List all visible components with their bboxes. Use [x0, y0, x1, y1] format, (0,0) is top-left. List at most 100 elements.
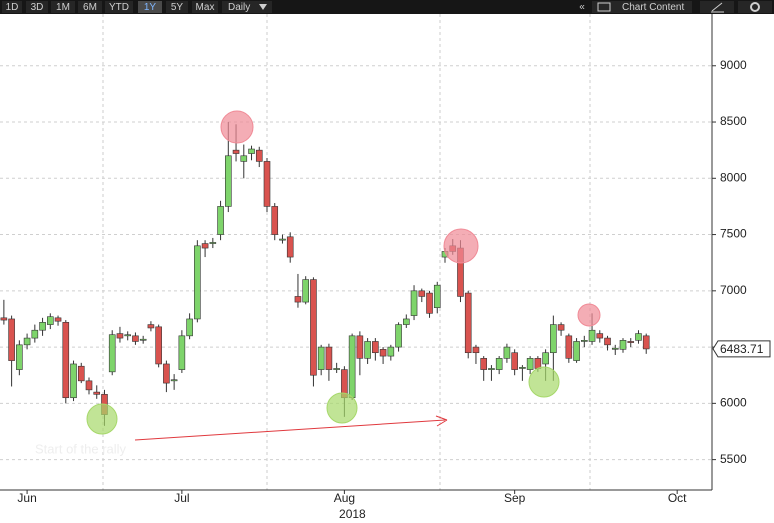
candle-body: [503, 346, 511, 359]
candle-body: [604, 337, 611, 346]
candle-body: [178, 335, 186, 370]
button-label[interactable]: 3D: [31, 2, 44, 13]
candle-body: [93, 391, 101, 395]
button-bg[interactable]: [138, 1, 162, 13]
candle-body: [108, 334, 116, 373]
button-bg[interactable]: [26, 1, 48, 13]
button-label[interactable]: 6M: [83, 2, 97, 13]
candle-body: [186, 318, 193, 337]
candle-body: [418, 290, 426, 297]
highlight-circle: [528, 366, 560, 398]
edit-button[interactable]: [700, 1, 734, 13]
range-button[interactable]: 6M: [78, 1, 102, 13]
candle-body: [217, 206, 224, 235]
candle-body: [194, 245, 201, 320]
candle-body: [23, 337, 31, 346]
trend-arrow: [134, 419, 446, 441]
candle-body: [627, 341, 635, 343]
button-bg[interactable]: [2, 1, 22, 13]
candle-body: [565, 335, 573, 359]
frequency-dropdown[interactable]: Daily: [222, 1, 272, 13]
candle-body: [635, 333, 642, 341]
dropdown-label[interactable]: Daily: [228, 2, 250, 13]
candle-body: [286, 236, 294, 258]
candle-body: [642, 335, 650, 350]
candle-body: [542, 352, 549, 365]
candle-body: [147, 324, 155, 329]
highlight-circle: [86, 403, 118, 435]
y-tick-label: 6000: [720, 396, 747, 410]
button-label[interactable]: 1Y: [144, 2, 157, 13]
chart-content-icon[interactable]: [597, 2, 611, 12]
y-tick-label: 8000: [720, 170, 747, 184]
button-label[interactable]: YTD: [109, 2, 129, 13]
annotation: Start of the rally: [35, 441, 127, 456]
button-label[interactable]: 5Y: [171, 2, 184, 13]
candle-body: [317, 346, 325, 370]
candle-body: [325, 346, 333, 370]
candle-body: [596, 333, 604, 339]
range-button[interactable]: YTD: [105, 1, 133, 13]
button-label[interactable]: 1M: [56, 2, 70, 13]
candle-body: [225, 155, 232, 207]
button-bg[interactable]: [166, 1, 188, 13]
candle-body: [495, 358, 503, 370]
range-button[interactable]: 1M: [51, 1, 75, 13]
candle-body: [155, 326, 162, 365]
settings-button[interactable]: [738, 1, 772, 13]
y-tick-label: 5500: [720, 452, 747, 466]
candle-body: [124, 334, 131, 337]
button-label[interactable]: 1D: [6, 2, 19, 13]
x-tick-label: Sep: [504, 491, 526, 505]
candle-body: [255, 149, 263, 162]
chart-content-label[interactable]: Chart Content: [622, 2, 684, 13]
candle-body: [557, 324, 565, 331]
candle-body: [464, 292, 472, 354]
candle-body: [356, 335, 364, 359]
button-bg[interactable]: [78, 1, 102, 13]
range-button[interactable]: 3D: [26, 1, 48, 13]
candle-body: [70, 363, 77, 399]
candle-body: [364, 341, 371, 359]
candle-body: [77, 365, 85, 382]
collapse-button[interactable]: «: [579, 2, 585, 13]
button-bg[interactable]: [51, 1, 75, 13]
candle-body: [31, 329, 39, 339]
highlight-circle: [220, 110, 254, 144]
candle-body: [472, 346, 480, 354]
settings-bg[interactable]: [738, 1, 772, 13]
range-button[interactable]: 1D: [2, 1, 22, 13]
candle-body: [54, 317, 62, 322]
chart-content-button[interactable]: Chart Content: [592, 1, 692, 13]
candle-body: [433, 284, 441, 309]
dropdown-arrow[interactable]: [259, 4, 267, 10]
button-bg[interactable]: [192, 1, 218, 13]
range-button[interactable]: 1Y: [138, 1, 162, 13]
button-label[interactable]: Max: [196, 2, 215, 13]
arrow-head: [435, 415, 448, 427]
chart-content-bg[interactable]: [592, 1, 692, 13]
candle-body: [426, 292, 433, 314]
x-tick-label: Oct: [668, 491, 687, 505]
candle-body: [248, 148, 255, 154]
candle-body: [526, 358, 534, 370]
candle-body: [139, 338, 147, 341]
candle-body: [511, 352, 518, 370]
range-button[interactable]: Max: [192, 1, 218, 13]
candle-body: [333, 368, 340, 370]
year-label: 2018: [339, 507, 366, 521]
candle-body: [403, 318, 410, 325]
candle-body: [62, 322, 70, 399]
candle-body: [209, 242, 217, 244]
button-bg[interactable]: [105, 1, 133, 13]
edit-icon[interactable]: [711, 2, 724, 13]
candle-body: [550, 324, 557, 354]
candle-body: [410, 290, 418, 316]
candle-body: [85, 380, 93, 391]
settings-icon[interactable]: [750, 2, 760, 12]
range-button[interactable]: 5Y: [166, 1, 188, 13]
x-tick-label: Jul: [174, 491, 189, 505]
candle-body: [279, 238, 286, 241]
candle-body: [611, 347, 619, 350]
candle-body: [47, 316, 54, 325]
